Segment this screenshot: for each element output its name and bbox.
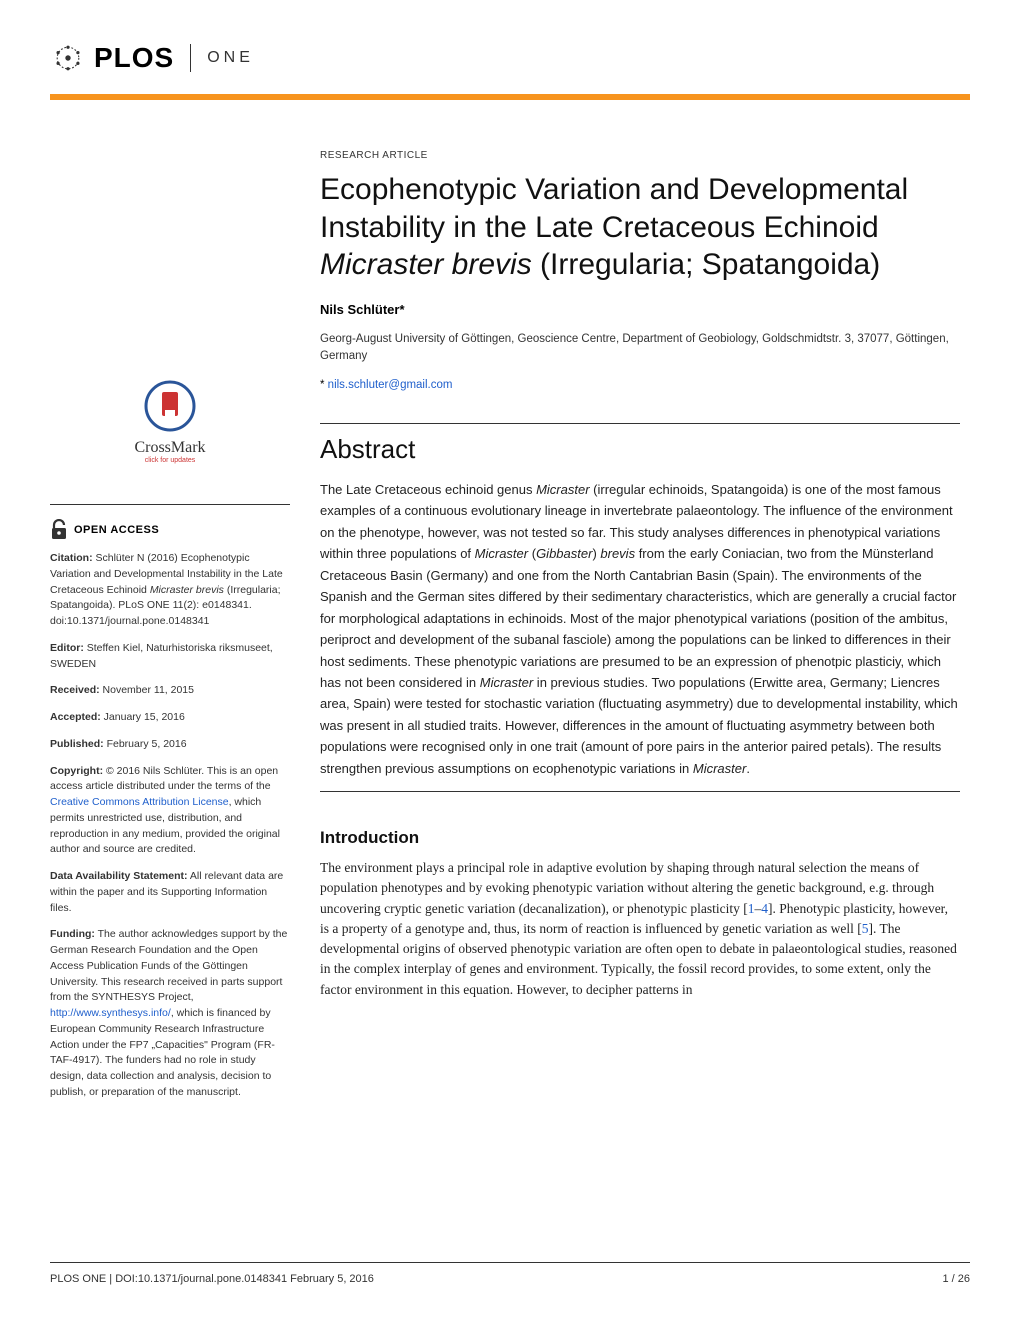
page-footer: PLOS ONE | DOI:10.1371/journal.pone.0148… bbox=[50, 1262, 970, 1285]
plos-logo-icon bbox=[50, 40, 86, 76]
author-affiliation: Georg-August University of Göttingen, Ge… bbox=[320, 331, 960, 366]
cc-license-link[interactable]: Creative Commons Attribution License bbox=[50, 796, 229, 808]
crossmark-label: CrossMark bbox=[50, 439, 290, 457]
funding-link[interactable]: http://www.synthesys.info/ bbox=[50, 1007, 171, 1019]
open-access-badge: OPEN ACCESS bbox=[50, 519, 290, 541]
open-access-icon bbox=[50, 519, 68, 541]
data-availability-block: Data Availability Statement: All relevan… bbox=[50, 869, 290, 916]
journal-header: PLOS ONE bbox=[50, 40, 970, 76]
accepted-block: Accepted: January 15, 2016 bbox=[50, 710, 290, 726]
published-block: Published: February 5, 2016 bbox=[50, 737, 290, 753]
copyright-block: Copyright: © 2016 Nils Schlüter. This is… bbox=[50, 764, 290, 859]
citation-link[interactable]: 5 bbox=[862, 921, 869, 936]
introduction-text: The environment plays a principal role i… bbox=[320, 858, 960, 1000]
correspondence: * nils.schluter@gmail.com bbox=[320, 379, 960, 391]
crossmark-sublabel: click for updates bbox=[50, 457, 290, 464]
article-type: RESEARCH ARTICLE bbox=[320, 150, 960, 161]
journal-brand: ONE bbox=[207, 49, 254, 67]
citation-link[interactable]: 4 bbox=[761, 901, 768, 916]
author-name: Nils Schlüter* bbox=[320, 302, 960, 317]
received-block: Received: November 11, 2015 bbox=[50, 683, 290, 699]
abstract-top-rule bbox=[320, 423, 960, 424]
logo-divider bbox=[190, 44, 191, 72]
abstract-heading: Abstract bbox=[320, 434, 960, 465]
accent-bar bbox=[50, 94, 970, 100]
article-title: Ecophenotypic Variation and Developmenta… bbox=[320, 171, 960, 284]
sidebar-divider bbox=[50, 504, 290, 505]
correspondence-email-link[interactable]: nils.schluter@gmail.com bbox=[328, 379, 453, 391]
abstract-bottom-rule bbox=[320, 791, 960, 792]
open-access-label: OPEN ACCESS bbox=[74, 524, 159, 536]
abstract-text: The Late Cretaceous echinoid genus Micra… bbox=[320, 479, 960, 779]
crossmark-icon bbox=[144, 380, 196, 432]
crossmark-widget[interactable]: CrossMark click for updates bbox=[50, 380, 290, 464]
sidebar: CrossMark click for updates OPEN ACCESS … bbox=[50, 150, 290, 1112]
main-content: RESEARCH ARTICLE Ecophenotypic Variation… bbox=[320, 150, 970, 1112]
page-number: 1 / 26 bbox=[942, 1273, 970, 1285]
introduction-heading: Introduction bbox=[320, 828, 960, 848]
plos-logo-text: PLOS bbox=[94, 42, 174, 74]
funding-block: Funding: The author acknowledges support… bbox=[50, 927, 290, 1100]
footer-citation: PLOS ONE | DOI:10.1371/journal.pone.0148… bbox=[50, 1273, 374, 1285]
citation-link[interactable]: 1 bbox=[748, 901, 755, 916]
citation-block: Citation: Schlüter N (2016) Ecophenotypi… bbox=[50, 551, 290, 630]
editor-block: Editor: Steffen Kiel, Naturhistoriska ri… bbox=[50, 641, 290, 673]
